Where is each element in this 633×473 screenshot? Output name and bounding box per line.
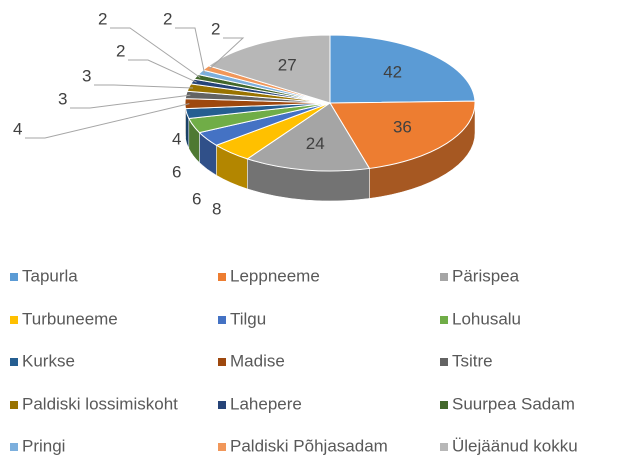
data-label: 2 — [116, 41, 125, 60]
legend-swatch — [440, 443, 448, 451]
legend-swatch — [10, 443, 18, 451]
legend-swatch — [218, 273, 226, 281]
legend-label: Suurpea Sadam — [452, 394, 575, 413]
legend-label: Ülejäänud kokku — [452, 436, 578, 455]
legend-swatch — [10, 358, 18, 366]
leader-line — [70, 94, 191, 109]
leader-line — [128, 59, 197, 83]
legend-swatch — [440, 273, 448, 281]
data-label: 3 — [82, 66, 91, 85]
data-label: 4 — [172, 129, 181, 148]
data-label: 27 — [278, 55, 297, 74]
data-label: 6 — [192, 189, 201, 208]
data-label: 2 — [163, 9, 172, 28]
legend-label: Paldiski lossimiskoht — [22, 394, 178, 413]
data-label: 2 — [211, 19, 220, 38]
legend-swatch — [10, 316, 18, 324]
legend-label: Kurkse — [22, 351, 75, 370]
legend-label: Lohusalu — [452, 309, 521, 328]
pie-slice — [207, 34, 331, 104]
legend-swatch — [218, 316, 226, 324]
data-label: 3 — [58, 89, 67, 108]
data-label: 6 — [172, 162, 181, 181]
pie-slice — [246, 102, 371, 172]
legend-label: Lahepere — [230, 394, 302, 413]
legend-label: Tapurla — [22, 266, 78, 285]
leader-line — [175, 27, 205, 74]
data-label: 42 — [383, 62, 402, 81]
legend-swatch — [218, 443, 226, 451]
legend-label: Leppneeme — [230, 266, 320, 285]
legend-label: Pärispea — [452, 266, 520, 285]
pie-slice — [329, 100, 476, 169]
data-label: 2 — [98, 9, 107, 28]
legend-swatch — [218, 401, 226, 409]
data-label: 24 — [306, 134, 325, 153]
legend-label: Pringi — [22, 436, 65, 455]
legend-label: Tsitre — [452, 351, 493, 370]
data-label: 36 — [393, 117, 412, 136]
pie-slice — [329, 34, 476, 104]
data-label: 8 — [212, 199, 221, 218]
leader-line — [209, 37, 245, 70]
legend-swatch — [10, 401, 18, 409]
legend-label: Paldiski Põhjasadam — [230, 436, 388, 455]
legend-swatch — [440, 358, 448, 366]
legend-label: Turbuneeme — [22, 309, 118, 328]
legend-label: Madise — [230, 351, 285, 370]
legend-swatch — [10, 273, 18, 281]
leader-line — [94, 84, 194, 89]
legend-label: Tilgu — [230, 309, 266, 328]
leader-line — [25, 103, 190, 139]
legend-swatch — [218, 358, 226, 366]
data-label: 4 — [13, 119, 22, 138]
leader-line — [110, 27, 201, 79]
legend-swatch — [440, 401, 448, 409]
legend-swatch — [440, 316, 448, 324]
